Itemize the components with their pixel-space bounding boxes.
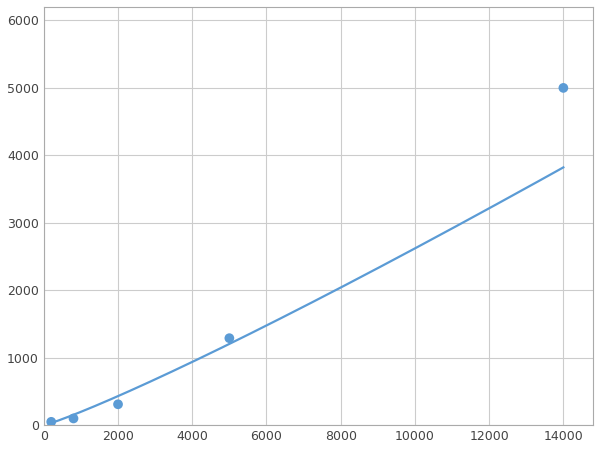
Point [559, 84, 568, 91]
Point [68, 415, 78, 422]
Point [224, 334, 234, 342]
Point [113, 400, 123, 408]
Point [46, 418, 56, 425]
